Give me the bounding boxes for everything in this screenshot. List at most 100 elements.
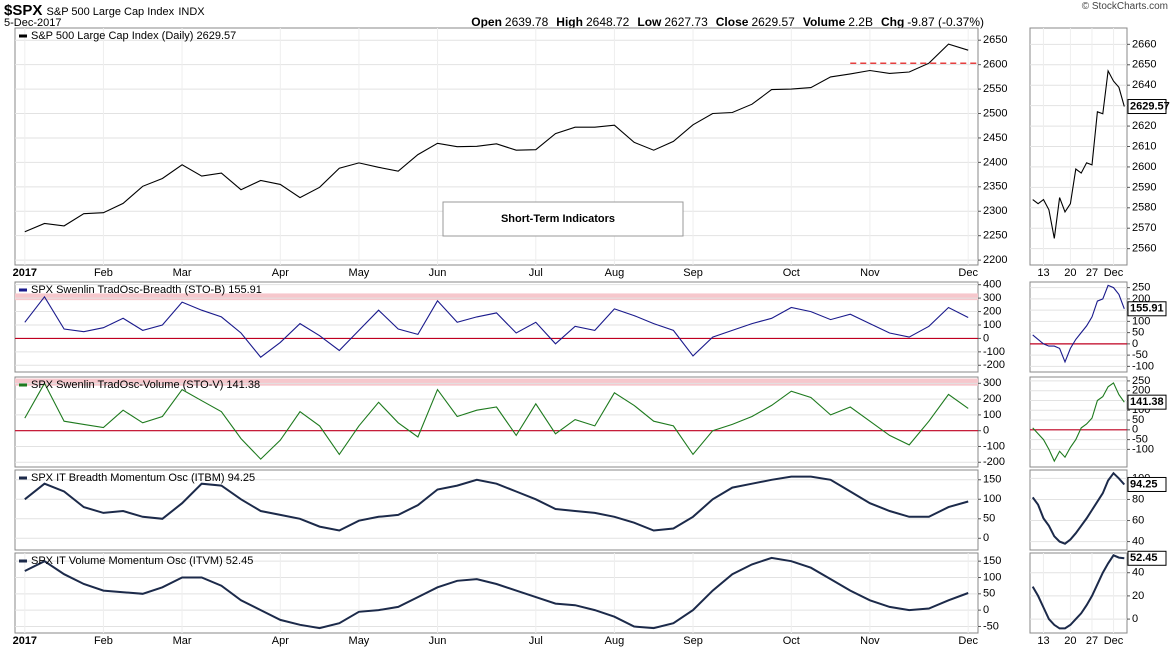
x-tick-label: 20 xyxy=(1064,635,1076,647)
y-tick-label: 0 xyxy=(983,604,989,616)
y-tick-label: 80 xyxy=(1132,493,1144,505)
y-tick-label: 2450 xyxy=(983,132,1007,144)
x-tick-label: Dec xyxy=(1104,635,1124,647)
y-tick-label: 300 xyxy=(983,377,1001,389)
x-tick-label: Sep xyxy=(683,267,703,279)
y-tick-label: 40 xyxy=(1132,567,1144,579)
panel-title: SPX Swenlin TradOsc-Volume (STO-V) 141.3… xyxy=(31,379,260,391)
annotation-text: Short-Term Indicators xyxy=(501,213,615,225)
x-tick-label: Oct xyxy=(783,267,800,279)
last-value-box xyxy=(1127,301,1167,317)
series-line xyxy=(24,556,969,630)
y-tick-label: 0 xyxy=(1132,338,1138,350)
y-tick-label: 2640 xyxy=(1132,79,1156,91)
y-tick-label: -200 xyxy=(983,456,1005,468)
y-tick-label: 100 xyxy=(983,319,1001,331)
x-tick-label: Mar xyxy=(173,267,192,279)
y-tick-label: -50 xyxy=(1132,434,1148,446)
ticker-line: $SPX S&P 500 Large Cap Index INDX xyxy=(4,2,205,19)
series-line xyxy=(1032,69,1125,239)
panel-frame xyxy=(1029,552,1128,634)
series-line xyxy=(24,43,969,233)
quote-value: 2.2B xyxy=(848,15,873,29)
series-line xyxy=(24,295,969,358)
x-tick-label: 20 xyxy=(1064,267,1076,279)
x-tick-label: Oct xyxy=(783,635,800,647)
y-tick-label: 0 xyxy=(983,332,989,344)
last-value-label: 155.91 xyxy=(1130,303,1164,315)
x-tick-label: 2017 xyxy=(13,267,37,279)
y-tick-label: 2660 xyxy=(1132,38,1156,50)
panel-frame xyxy=(1029,281,1128,373)
y-tick-label: -50 xyxy=(1132,349,1148,361)
y-tick-label: 20 xyxy=(1132,590,1144,602)
date: 5-Dec-2017 xyxy=(4,17,62,29)
y-tick-label: 60 xyxy=(1132,514,1144,526)
panel-title: SPX IT Volume Momentum Osc (ITVM) 52.45 xyxy=(31,555,253,567)
quote-label: Low xyxy=(637,15,662,29)
y-tick-label: 150 xyxy=(983,474,1001,486)
x-tick-label: 27 xyxy=(1086,635,1098,647)
y-tick-label: 50 xyxy=(983,513,995,525)
x-tick-label: 2017 xyxy=(13,635,37,647)
y-tick-label: 400 xyxy=(983,279,1001,291)
last-value-label: 94.25 xyxy=(1130,478,1158,490)
series-line xyxy=(1032,284,1125,364)
y-tick-label: -100 xyxy=(983,346,1005,358)
annotation: Short-Term Indicators xyxy=(442,201,684,237)
series-line xyxy=(24,475,969,532)
series-line xyxy=(24,382,969,460)
y-tick-label: 2620 xyxy=(1132,120,1156,132)
credit: © StockCharts.com xyxy=(1081,1,1168,12)
x-tick-label: Dec xyxy=(958,267,978,279)
y-tick-label: 2610 xyxy=(1132,140,1156,152)
y-tick-label: -100 xyxy=(1132,443,1154,455)
quote-line: Open 2639.78 High 2648.72 Low 2627.73 Close 262… xyxy=(463,15,984,29)
quote-value: 2648.72 xyxy=(585,15,630,29)
last-value-box xyxy=(1127,550,1167,566)
x-tick-label: Dec xyxy=(958,635,978,647)
y-tick-label: 2560 xyxy=(1132,243,1156,255)
x-tick-label: Nov xyxy=(860,267,880,279)
y-tick-label: 2400 xyxy=(983,156,1007,168)
y-tick-label: 2550 xyxy=(983,83,1007,95)
y-tick-label: 2600 xyxy=(1132,161,1156,173)
y-tick-label: 2570 xyxy=(1132,222,1156,234)
quote-value: 2629.57 xyxy=(751,15,795,29)
quote-value: -9.87 (-0.37%) xyxy=(907,15,984,29)
quote-label: High xyxy=(556,15,583,29)
x-tick-label: Feb xyxy=(94,635,113,647)
x-tick-label: May xyxy=(349,267,370,279)
x-tick-label: Mar xyxy=(173,635,192,647)
y-tick-label: 100 xyxy=(983,571,1001,583)
x-tick-label: Dec xyxy=(1104,267,1124,279)
y-tick-label: 250 xyxy=(1132,375,1150,387)
y-tick-label: 0 xyxy=(1132,613,1138,625)
y-tick-label: 0 xyxy=(1132,424,1138,436)
last-value-label: 2629.57 xyxy=(1130,100,1170,112)
x-tick-label: Jun xyxy=(429,267,447,279)
quote-label: Open xyxy=(471,15,502,29)
series-line xyxy=(1031,471,1126,545)
y-tick-label: 100 xyxy=(983,493,1001,505)
x-tick-label: May xyxy=(349,635,370,647)
y-tick-label: 2580 xyxy=(1132,202,1156,214)
y-tick-label: 2650 xyxy=(1132,59,1156,71)
y-tick-label: 40 xyxy=(1132,535,1144,547)
quote-value: 2639.78 xyxy=(504,15,549,29)
overbought-band xyxy=(15,293,978,301)
x-tick-label: Apr xyxy=(272,267,289,279)
y-tick-label: 2200 xyxy=(983,254,1007,266)
x-tick-label: Aug xyxy=(605,267,625,279)
quote-label: Close xyxy=(715,15,749,29)
y-tick-label: -200 xyxy=(983,359,1005,371)
panel-frame xyxy=(1029,376,1128,468)
y-tick-label: 2600 xyxy=(983,59,1007,71)
x-tick-label: 13 xyxy=(1037,267,1049,279)
exchange: INDX xyxy=(178,6,205,18)
x-tick-label: Jul xyxy=(529,267,543,279)
y-tick-label: -100 xyxy=(983,440,1005,452)
y-tick-label: -100 xyxy=(1132,360,1154,372)
